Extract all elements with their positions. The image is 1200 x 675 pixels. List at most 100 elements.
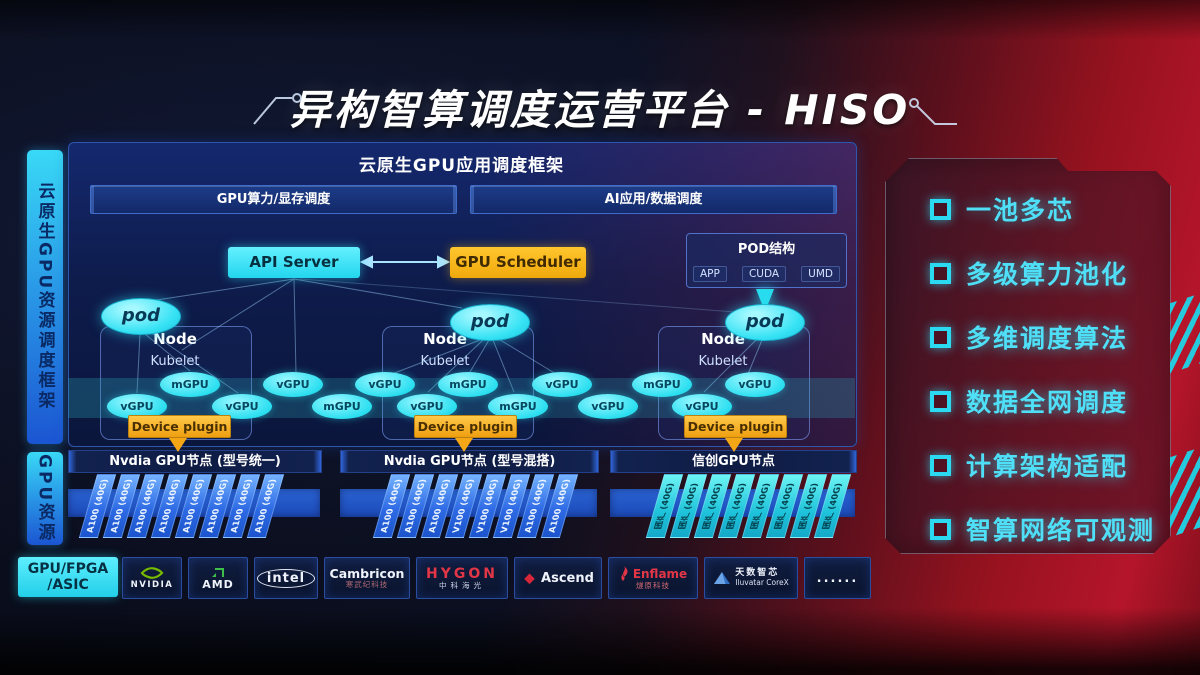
vendor-name: ...... <box>816 570 859 586</box>
vgpu-ellipse: vGPU <box>263 372 323 397</box>
vendor-name: NVIDIA <box>130 580 174 591</box>
vendor-intel: intel <box>254 557 318 599</box>
pod-structure-box: POD结构 APP CUDA UMD <box>686 233 847 288</box>
vgpu-ellipse: vGPU <box>578 394 638 419</box>
features-list: 一池多芯多级算力池化 多维调度算法 数据全网调度 计算架构适配 智算网络可观测 <box>930 196 1155 545</box>
vendor-cambricon: Cambricon 寒武纪科技 <box>324 557 410 599</box>
vendor-name: Cambricon <box>329 565 405 581</box>
mgpu-ellipse: mGPU <box>160 372 220 397</box>
amd-logo-icon <box>212 567 224 577</box>
square-bullet-icon <box>930 326 951 348</box>
mgpu-ellipse: mGPU <box>488 394 548 419</box>
feature-label: 多级算力池化 <box>966 260 1129 289</box>
pod-item-app: APP <box>693 266 727 282</box>
device-plugin-2: Device plugin <box>414 415 517 438</box>
gpu-fpga-line1: GPU/FPGA <box>27 560 109 577</box>
node-label-2: Node <box>423 330 467 348</box>
vendor-enflame: Enflame 燧原科技 <box>608 557 698 599</box>
vgpu-ellipse: vGPU <box>212 394 272 419</box>
vendor-name: AMD <box>202 577 234 591</box>
device-plugin-1: Device plugin <box>128 415 231 438</box>
vgpu-ellipse: vGPU <box>355 372 415 397</box>
hazard-stripes-top-icon <box>1170 292 1200 374</box>
gpu-card-label: A100 (40G) <box>252 479 279 533</box>
device-plugin-arrow-3-icon <box>725 438 743 452</box>
vgpu-ellipse: vGPU <box>532 372 592 397</box>
vendor-name: Ascend <box>541 570 594 586</box>
feature-label: 一池多芯 <box>966 196 1075 225</box>
pod-ellipse-1: pod <box>101 298 181 335</box>
pod-ellipse-3: pod <box>725 304 805 341</box>
pod-item-umd: UMD <box>801 266 840 282</box>
vgpu-ellipse: vGPU <box>725 372 785 397</box>
square-bullet-icon <box>930 198 951 220</box>
iluvatar-logo-icon <box>714 572 731 584</box>
vgpu-ellipse: vGPU <box>397 394 457 419</box>
sidebar-framework-text: 云原生GPU资源调度框架 <box>34 182 55 412</box>
gpu-group-bar-2: Nvdia GPU节点 (型号混搭) <box>340 450 599 473</box>
feature-item: 数据全网调度 <box>930 388 1155 417</box>
features-panel <box>885 158 1171 554</box>
hazard-stripes-bottom-icon <box>1170 446 1200 538</box>
gpu-scheduler-box: GPU Scheduler <box>450 247 586 278</box>
nvidia-logo-icon <box>140 567 164 580</box>
kubelet-label-1: Kubelet <box>150 354 200 369</box>
vendor-name: Enflame <box>632 566 688 581</box>
gpu-compute-scheduling-bar: GPU算力/显存调度 <box>90 185 457 214</box>
feature-item: 多维调度算法 <box>930 324 1155 353</box>
pod-structure-title: POD结构 <box>737 242 796 257</box>
vendor-name: HYGON <box>426 565 498 582</box>
gpu-fpga-asic-label: GPU/FPGA /ASIC <box>18 557 118 597</box>
gpu-group-bar-1: Nvdia GPU节点 (型号统一) <box>68 450 322 473</box>
vendor-ascend: Ascend <box>514 557 602 599</box>
vendor-name: 天数智芯 <box>735 568 780 579</box>
vendor-sub: 燧原科技 <box>636 581 670 591</box>
vendor-name: intel <box>256 568 316 588</box>
framework-header: 云原生GPU应用调度框架 <box>358 156 565 176</box>
square-bullet-icon <box>930 518 951 540</box>
ascend-logo-icon <box>524 573 535 584</box>
feature-label: 计算架构适配 <box>966 452 1129 481</box>
vendor-amd: AMD <box>188 557 248 599</box>
vendor-nvidia: NVIDIA <box>122 557 182 599</box>
feature-label: 数据全网调度 <box>966 388 1129 417</box>
ai-app-data-scheduling-bar: AI应用/数据调度 <box>470 185 837 214</box>
gpu-fpga-line2: /ASIC <box>47 577 89 593</box>
mgpu-ellipse: mGPU <box>438 372 498 397</box>
feature-item: 一池多芯 <box>930 196 1155 225</box>
vendor-sub: 中科海光 <box>439 580 485 590</box>
feature-label: 多维调度算法 <box>966 324 1129 353</box>
pod-item-cuda: CUDA <box>741 266 787 282</box>
mgpu-ellipse: mGPU <box>312 394 372 419</box>
square-bullet-icon <box>930 454 951 476</box>
sidebar-gpu-resource-label: GPU资源 <box>27 452 63 545</box>
device-plugin-3: Device plugin <box>684 415 787 438</box>
circuit-deco-right-icon <box>909 98 957 125</box>
enflame-logo-icon <box>621 566 628 582</box>
feature-label: 智算网络可观测 <box>966 516 1156 545</box>
gpu-group-bar-3: 信创GPU节点 <box>610 450 857 473</box>
vendor-sub: 寒武纪科技 <box>345 580 389 589</box>
vgpu-ellipse: vGPU <box>672 394 732 419</box>
kubelet-label-3: Kubelet <box>698 354 748 369</box>
vendor-hygon: HYGON 中科海光 <box>416 557 508 599</box>
api-server-box: API Server <box>228 247 360 278</box>
device-plugin-arrow-2-icon <box>455 438 473 452</box>
kubelet-label-2: Kubelet <box>420 354 470 369</box>
node-label-1: Node <box>153 330 197 348</box>
vgpu-ellipse: vGPU <box>107 394 167 419</box>
sidebar-framework-label: 云原生GPU资源调度框架 <box>27 150 63 444</box>
circuit-deco-left-icon <box>253 93 302 125</box>
gpu-card-label: A100 (40G) <box>546 479 573 533</box>
page-title: 异构智算调度运营平台 - HISO <box>289 86 911 134</box>
device-plugin-arrow-1-icon <box>169 438 187 452</box>
vendor-iluvatar: 天数智芯 Iluvatar CoreX <box>704 557 798 599</box>
feature-item: 智算网络可观测 <box>930 516 1155 545</box>
vendor-logo-row: NVIDIA AMD intel Cambricon 寒武纪科技 HYGON 中科海光 Asc… <box>122 557 871 599</box>
sidebar-gpu-resource-text: GPU资源 <box>34 453 55 544</box>
square-bullet-icon <box>930 390 951 412</box>
mgpu-ellipse: mGPU <box>632 372 692 397</box>
square-bullet-icon <box>930 262 951 284</box>
pod-ellipse-2: pod <box>450 304 530 341</box>
